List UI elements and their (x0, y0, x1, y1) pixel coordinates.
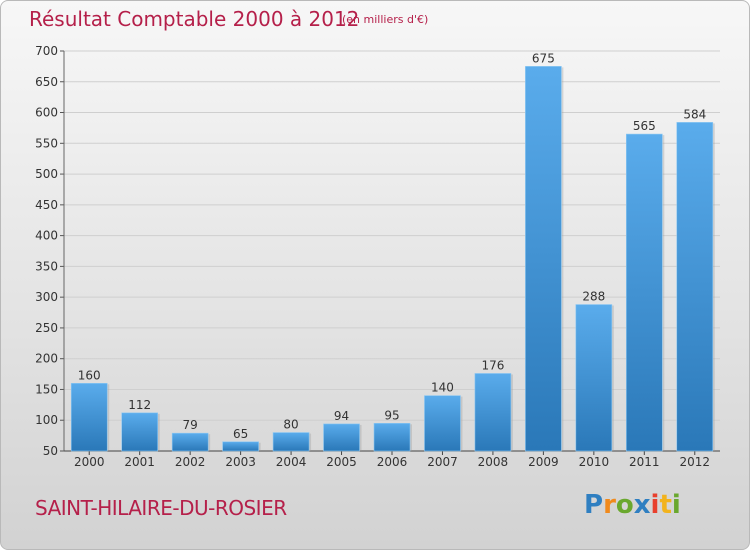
bar-2001 (121, 412, 158, 452)
proxiti-logo: Proxiti (584, 490, 681, 520)
value-label: 160 (78, 368, 101, 382)
value-label: 65 (233, 427, 248, 441)
x-tick-label: 2008 (478, 455, 509, 469)
y-tick-label: 400 (35, 229, 58, 243)
y-tick-label: 650 (35, 75, 58, 89)
chart-subtitle: (en milliers d'€) (342, 13, 429, 26)
x-tick-label: 2006 (377, 455, 408, 469)
bar-2000 (70, 383, 108, 452)
x-tick-label: 2010 (579, 455, 610, 469)
logo-letter: o (615, 490, 634, 520)
chart-title: Résultat Comptable 2000 à 2012 (29, 7, 360, 31)
value-label: 176 (481, 358, 504, 372)
bar-2004 (272, 432, 310, 452)
logo-letter: i (650, 490, 660, 520)
y-tick-label: 500 (35, 167, 58, 181)
y-tick-label: 100 (35, 413, 58, 427)
value-label: 288 (582, 290, 605, 304)
value-label: 140 (431, 381, 454, 395)
x-tick-label: 2011 (629, 455, 660, 469)
bar-2009 (525, 66, 562, 452)
place-name: SAINT-HILAIRE-DU-ROSIER (35, 496, 287, 520)
logo-letter: x (633, 490, 651, 520)
bar-2010 (575, 304, 613, 452)
y-tick-label: 200 (35, 352, 58, 366)
bar-2008 (474, 373, 512, 452)
y-tick-label: 700 (35, 44, 58, 58)
x-tick-label: 2012 (679, 455, 710, 469)
y-tick-label: 550 (35, 136, 58, 150)
x-tick-label: 2005 (326, 455, 357, 469)
x-tick-label: 2000 (74, 455, 105, 469)
value-label: 95 (384, 408, 399, 422)
x-tick-label: 2004 (276, 455, 307, 469)
logo-letter: r (603, 490, 616, 520)
y-tick-label: 600 (35, 106, 58, 120)
logo-letter: P (584, 490, 604, 520)
y-tick-label: 150 (35, 382, 58, 396)
y-tick-label: 50 (43, 444, 58, 458)
value-label: 80 (283, 418, 298, 432)
bar-2006 (373, 423, 411, 452)
value-label: 94 (334, 409, 349, 423)
logo-letter: i (671, 490, 681, 520)
y-tick-label: 350 (35, 259, 58, 273)
x-tick-label: 2001 (124, 455, 155, 469)
logo-letter: t (659, 490, 672, 520)
bar-2005 (323, 423, 360, 452)
bar-2007 (424, 395, 461, 452)
bar-2011 (626, 133, 663, 452)
value-label: 675 (532, 51, 555, 65)
bar-2003 (222, 441, 259, 452)
value-label: 79 (183, 418, 198, 432)
value-label: 112 (128, 398, 151, 412)
bar-2002 (171, 432, 209, 452)
y-tick-label: 250 (35, 321, 58, 335)
value-label: 565 (633, 119, 656, 133)
bar-2012 (676, 122, 714, 452)
y-tick-label: 450 (35, 198, 58, 212)
x-tick-label: 2003 (225, 455, 256, 469)
x-tick-label: 2002 (175, 455, 206, 469)
x-tick-label: 2009 (528, 455, 559, 469)
value-label: 584 (683, 107, 706, 121)
y-tick-label: 300 (35, 290, 58, 304)
x-tick-label: 2007 (427, 455, 458, 469)
